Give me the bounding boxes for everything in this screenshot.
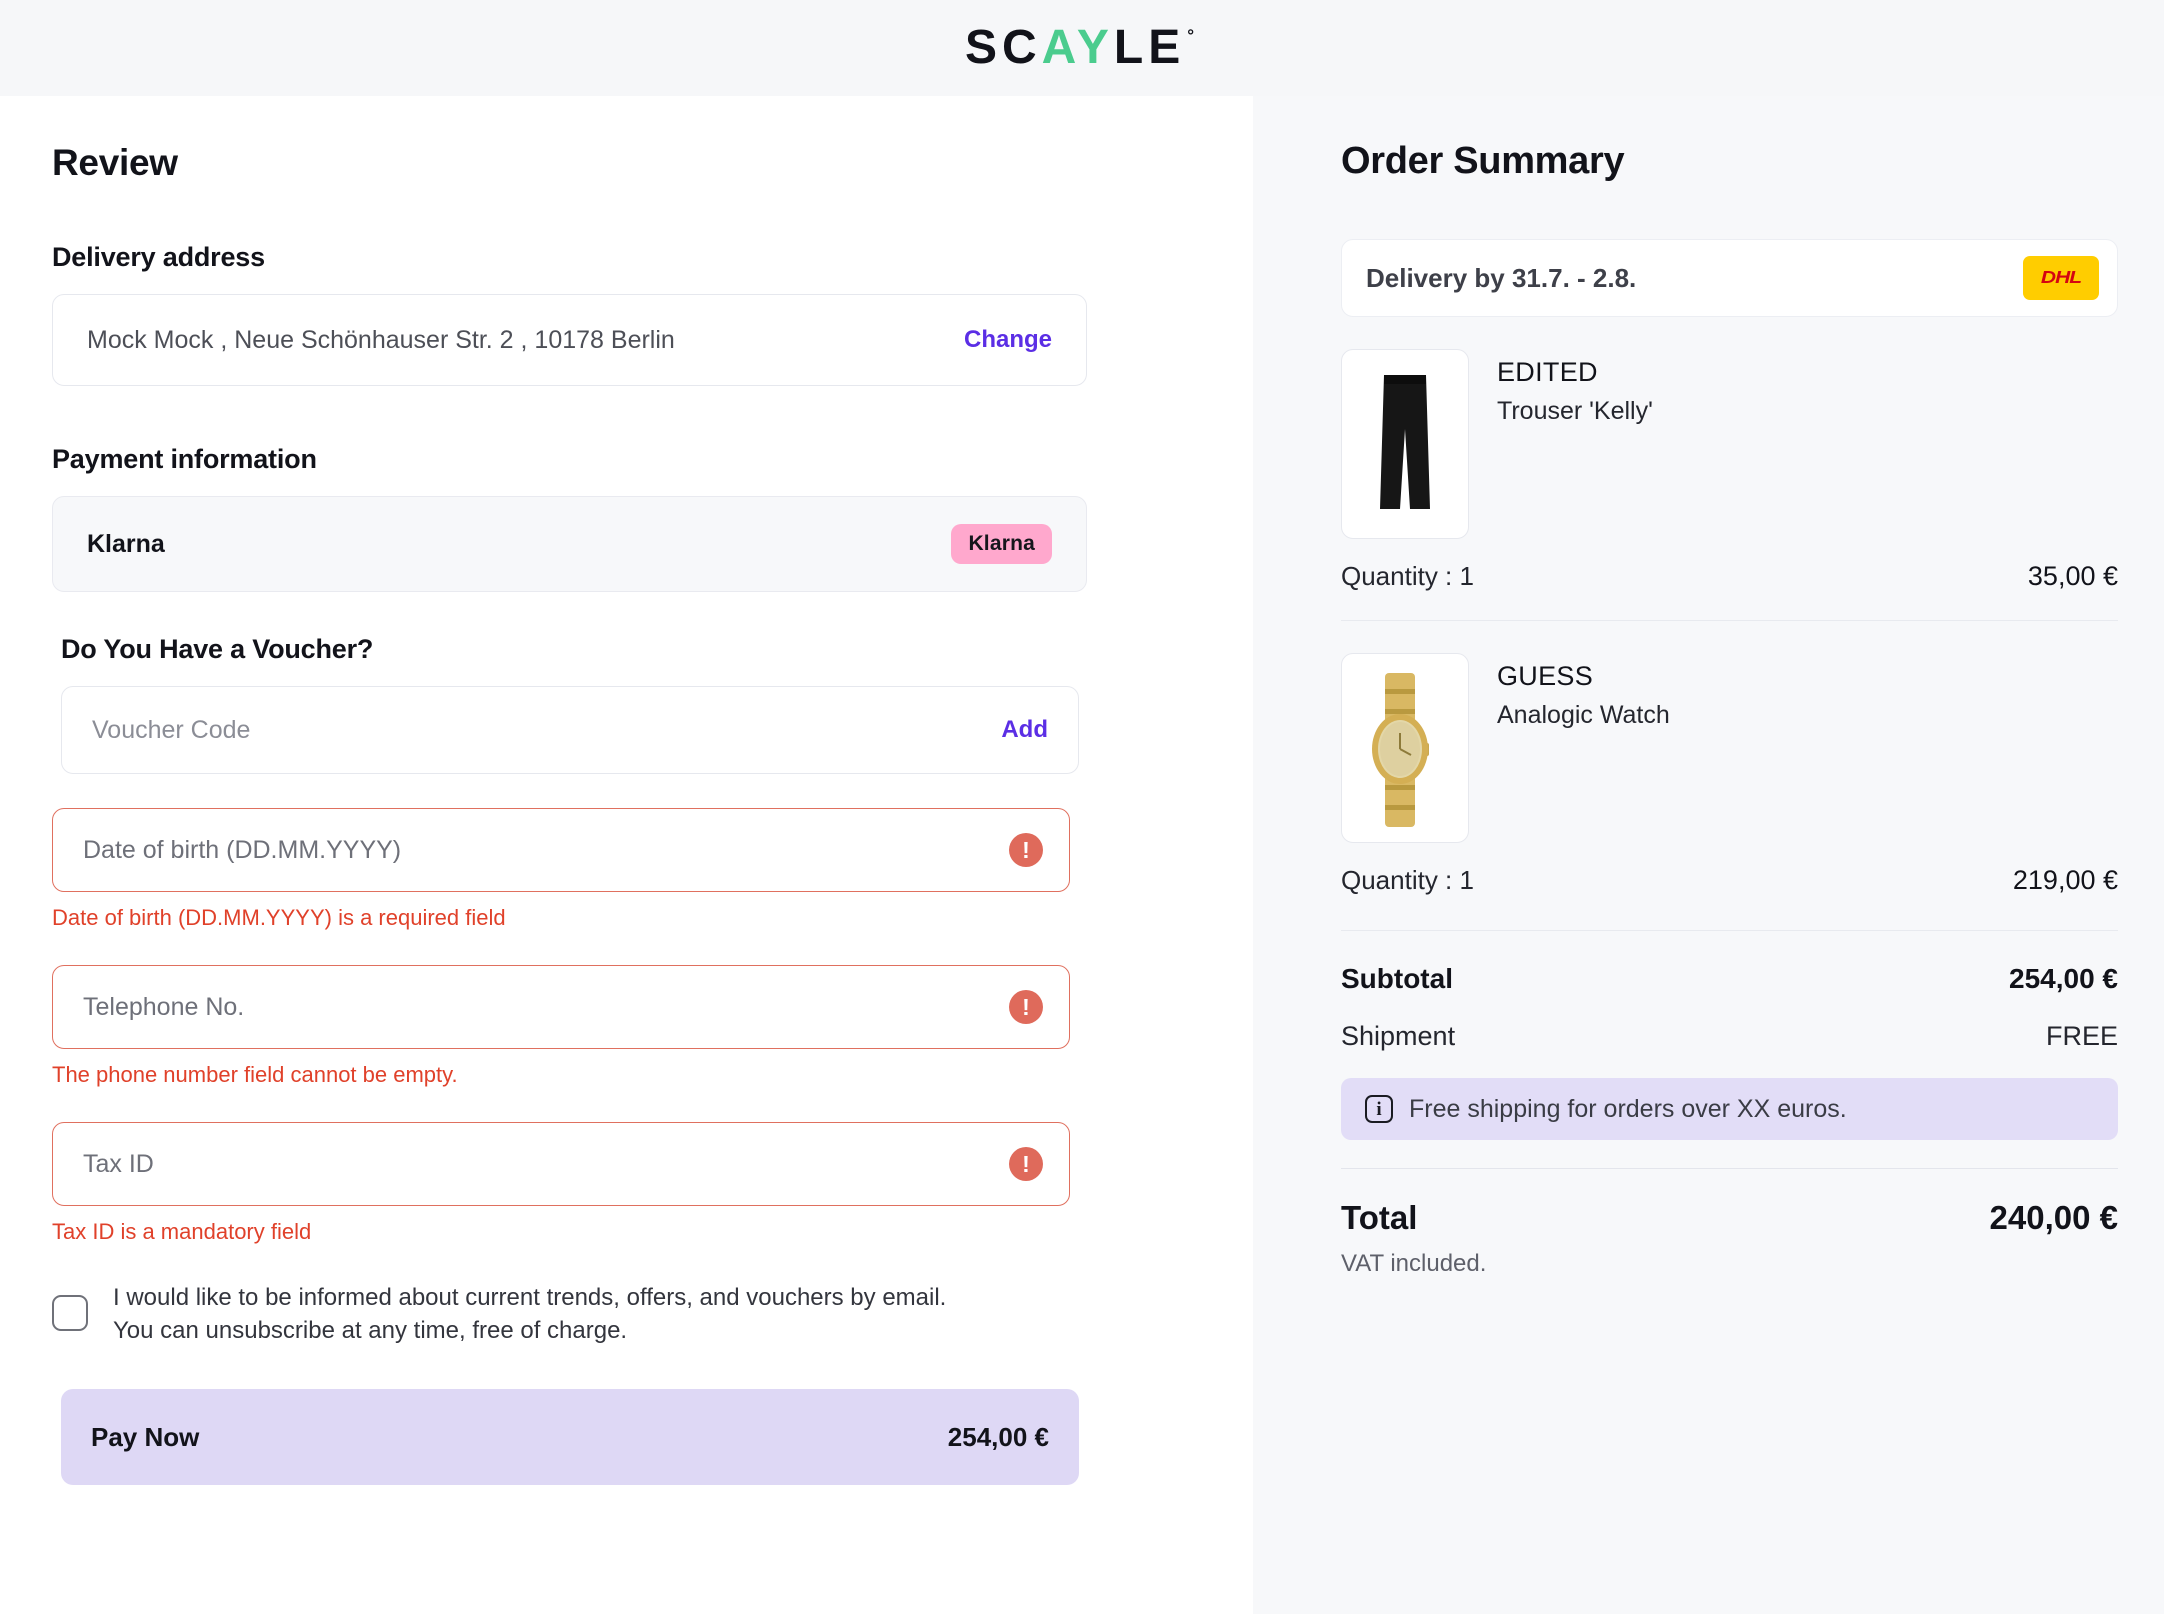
subtotal-label: Subtotal (1341, 963, 1453, 994)
tax-id-error: Tax ID is a mandatory field (52, 1219, 312, 1244)
logo-degree-icon: ° (1187, 26, 1200, 45)
payment-information-heading: Payment information (52, 444, 317, 474)
product-quantity-row: Quantity : 1 35,00 € (1341, 561, 2118, 621)
divider (1341, 1168, 2118, 1169)
pay-now-button[interactable]: Pay Now 254,00 € (61, 1389, 1079, 1486)
delivery-address-value: Mock Mock , Neue Schönhauser Str. 2 , 10… (87, 325, 675, 354)
subtotal-value: 254,00 € (2009, 963, 2118, 994)
shipment-label: Shipment (1341, 1021, 1456, 1051)
logo-text-ay: AY (1041, 21, 1114, 74)
product-price: 219,00 € (2012, 865, 2118, 895)
delivery-address-heading: Delivery address (52, 242, 265, 272)
total-row: Total 240,00 € (1341, 1199, 2118, 1237)
telephone-input[interactable]: Telephone No. (83, 992, 245, 1021)
newsletter-consent[interactable]: I would like to be informed about curren… (52, 1281, 1253, 1347)
product-name: Trouser 'Kelly' (1497, 397, 1653, 425)
page-body: Review Delivery address Mock Mock , Neue… (0, 96, 2164, 1614)
product-thumbnail (1341, 653, 1469, 843)
page-title: Review (52, 142, 178, 183)
telephone-field[interactable]: Telephone No. ! (52, 965, 1070, 1049)
voucher-heading: Do You Have a Voucher? (61, 634, 374, 664)
payment-method-row[interactable]: Klarna Klarna (52, 496, 1087, 592)
consent-line-1: I would like to be informed about curren… (113, 1284, 947, 1311)
dhl-logo-icon: DHL (2023, 256, 2099, 300)
app-header: SC AY LE ° (0, 0, 2164, 96)
shipment-value: FREE (2045, 1021, 2118, 1051)
free-shipping-info-text: Free shipping for orders over XX euros. (1409, 1094, 1847, 1123)
totals-section: Subtotal 254,00 € Shipment FREE i Free s… (1341, 963, 2118, 1278)
product-quantity: Quantity : 1 (1341, 865, 1474, 895)
gold-analog-watch-image (1350, 660, 1460, 836)
delivery-address-box: Mock Mock , Neue Schönhauser Str. 2 , 10… (52, 294, 1087, 386)
info-icon: i (1365, 1095, 1393, 1123)
product-quantity: Quantity : 1 (1341, 561, 1474, 591)
product-quantity-row: Quantity : 1 219,00 € (1341, 865, 2118, 931)
free-shipping-info-banner: i Free shipping for orders over XX euros… (1341, 1078, 2118, 1140)
review-panel: Review Delivery address Mock Mock , Neue… (0, 96, 1253, 1614)
order-summary-title: Order Summary (1341, 140, 1625, 182)
subtotal-row: Subtotal 254,00 € (1341, 963, 2118, 995)
delivery-estimate-bar: Delivery by 31.7. - 2.8. DHL (1341, 239, 2118, 317)
product-info: GUESS Analogic Watch (1497, 653, 1670, 843)
newsletter-checkbox[interactable] (52, 1295, 88, 1331)
shipment-row: Shipment FREE (1341, 1021, 2118, 1052)
date-of-birth-input[interactable]: Date of birth (DD.MM.YYYY) (83, 835, 402, 864)
payment-method-name: Klarna (87, 529, 165, 558)
tax-id-input[interactable]: Tax ID (83, 1149, 154, 1178)
voucher-code-input[interactable]: Voucher Code (92, 715, 251, 744)
pay-now-label: Pay Now (91, 1421, 200, 1452)
add-voucher-link[interactable]: Add (1001, 716, 1048, 743)
consent-line-2: You can unsubscribe at any time, free of… (113, 1317, 628, 1345)
scayle-logo: SC AY LE ° (965, 24, 1199, 72)
delivery-estimate-text: Delivery by 31.7. - 2.8. (1366, 262, 1637, 293)
product-brand: EDITED (1497, 357, 1598, 387)
voucher-input-row[interactable]: Voucher Code Add (61, 686, 1079, 774)
date-of-birth-error: Date of birth (DD.MM.YYYY) is a required… (52, 905, 506, 930)
list-item: EDITED Trouser 'Kelly' (1341, 349, 2118, 539)
date-of-birth-field[interactable]: Date of birth (DD.MM.YYYY) ! (52, 808, 1070, 892)
total-value: 240,00 € (1989, 1199, 2118, 1236)
logo-text-le: LE (1113, 21, 1186, 74)
change-address-link[interactable]: Change (963, 326, 1052, 353)
dhl-logo-text: DHL (2040, 267, 2082, 288)
error-icon: ! (1009, 833, 1043, 867)
total-label: Total (1341, 1199, 1418, 1236)
product-info: EDITED Trouser 'Kelly' (1497, 349, 1653, 539)
error-icon: ! (1009, 990, 1043, 1024)
order-summary-panel: Order Summary Delivery by 31.7. - 2.8. D… (1253, 96, 2164, 1614)
telephone-error: The phone number field cannot be empty. (52, 1062, 458, 1087)
error-icon: ! (1009, 1147, 1043, 1181)
product-thumbnail (1341, 349, 1469, 539)
logo-text-sc: SC (964, 21, 1042, 74)
pay-now-amount: 254,00 € (947, 1421, 1049, 1452)
list-item: GUESS Analogic Watch (1341, 653, 2118, 843)
tax-id-field[interactable]: Tax ID ! (52, 1122, 1070, 1206)
vat-note: VAT included. (1341, 1250, 1487, 1277)
product-name: Analogic Watch (1497, 701, 1670, 729)
newsletter-consent-label: I would like to be informed about curren… (113, 1281, 946, 1347)
klarna-badge: Klarna (951, 524, 1052, 564)
product-price: 35,00 € (2027, 561, 2118, 591)
black-wide-leg-trouser-image (1350, 359, 1460, 529)
product-brand: GUESS (1497, 661, 1594, 691)
